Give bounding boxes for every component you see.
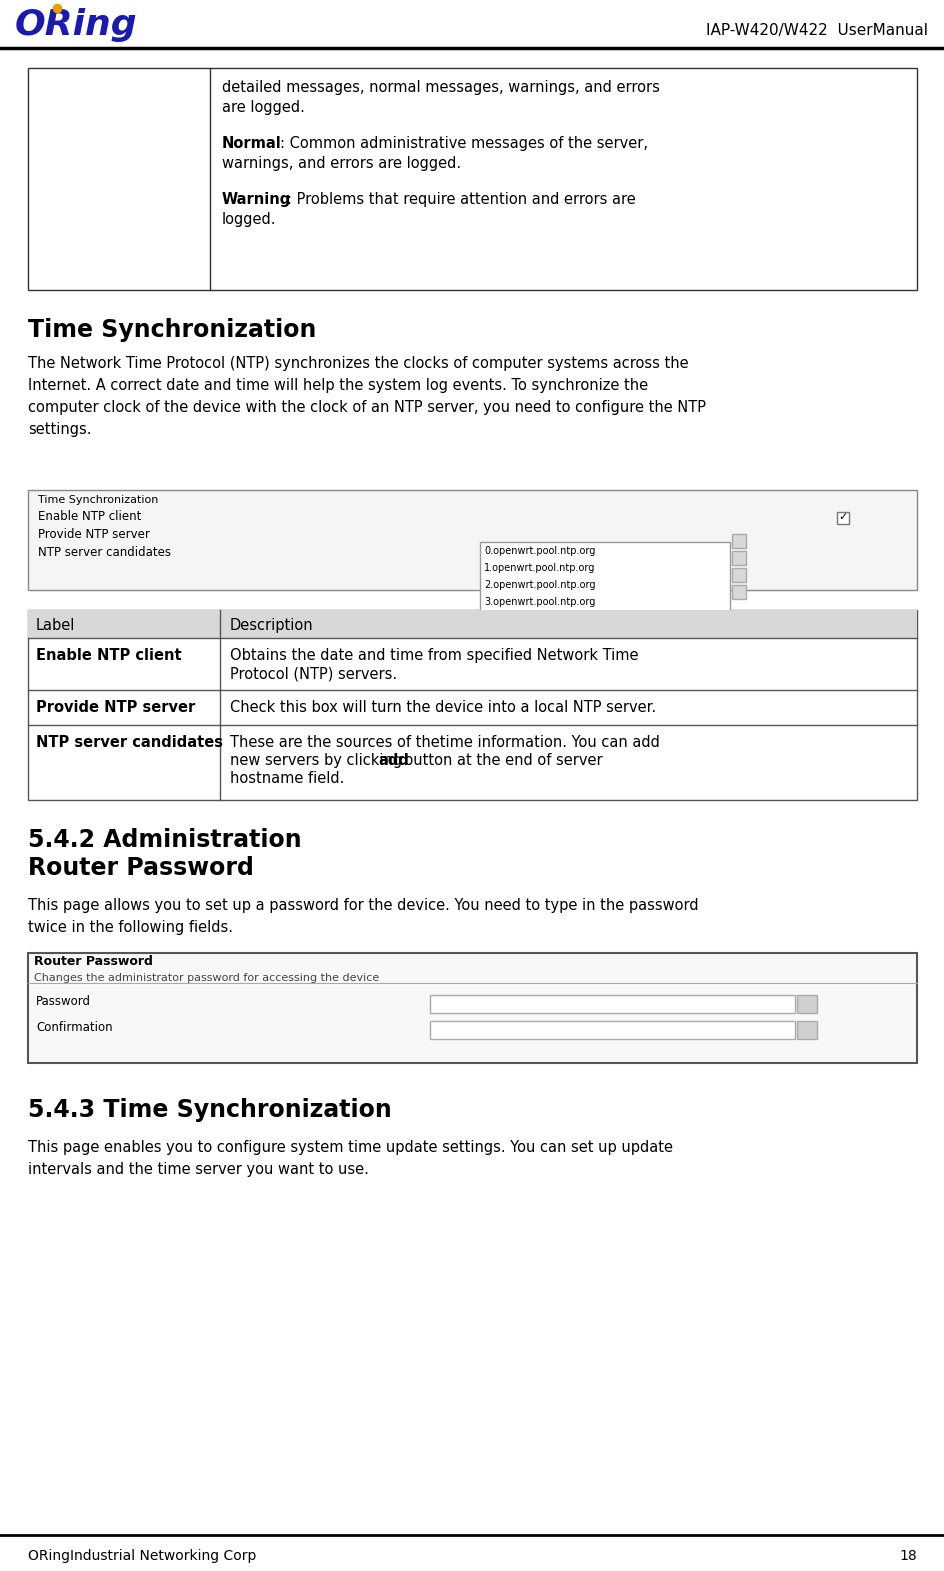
Bar xyxy=(796,1021,817,1038)
Text: 5.4.3 Time Synchronization: 5.4.3 Time Synchronization xyxy=(28,1098,392,1122)
Bar xyxy=(28,68,916,291)
Text: 18: 18 xyxy=(899,1549,916,1563)
Text: button at the end of server: button at the end of server xyxy=(404,753,602,768)
Text: : Problems that require attention and errors are: : Problems that require attention and er… xyxy=(287,192,635,207)
Text: IAP-W420/W422  UserManual: IAP-W420/W422 UserManual xyxy=(705,24,927,38)
Bar xyxy=(480,542,729,613)
Bar xyxy=(430,994,794,1013)
Text: 1.openwrt.pool.ntp.org: 1.openwrt.pool.ntp.org xyxy=(483,562,595,573)
Text: 5.4.2 Administration: 5.4.2 Administration xyxy=(28,828,301,851)
Text: logged.: logged. xyxy=(222,212,277,226)
Text: NTP server candidates: NTP server candidates xyxy=(38,547,171,559)
Text: Router Password: Router Password xyxy=(34,955,153,968)
Text: Enable NTP client: Enable NTP client xyxy=(38,511,142,523)
Text: The Network Time Protocol (NTP) synchronizes the clocks of computer systems acro: The Network Time Protocol (NTP) synchron… xyxy=(28,357,688,371)
Bar xyxy=(430,1021,794,1038)
Text: hostname field.: hostname field. xyxy=(229,771,344,786)
Text: computer clock of the device with the clock of an NTP server, you need to config: computer clock of the device with the cl… xyxy=(28,401,705,415)
Text: Description: Description xyxy=(229,617,313,633)
Text: This page enables you to configure system time update settings. You can set up u: This page enables you to configure syste… xyxy=(28,1141,672,1155)
Text: This page allows you to set up a password for the device. You need to type in th: This page allows you to set up a passwor… xyxy=(28,899,698,913)
Text: Protocol (NTP) servers.: Protocol (NTP) servers. xyxy=(229,666,396,680)
Bar xyxy=(28,610,916,638)
Text: NTP server candidates: NTP server candidates xyxy=(36,735,223,749)
Text: ORingIndustrial Networking Corp: ORingIndustrial Networking Corp xyxy=(28,1549,256,1563)
Text: ✓: ✓ xyxy=(837,512,847,522)
Bar xyxy=(28,610,916,800)
Text: Enable NTP client: Enable NTP client xyxy=(36,647,181,663)
Text: Label: Label xyxy=(36,617,76,633)
Text: ORing: ORing xyxy=(15,8,138,42)
Text: new servers by clicking: new servers by clicking xyxy=(229,753,406,768)
Text: 3.openwrt.pool.ntp.org: 3.openwrt.pool.ntp.org xyxy=(483,597,595,606)
Text: warnings, and errors are logged.: warnings, and errors are logged. xyxy=(222,156,461,171)
Bar xyxy=(732,534,745,548)
Text: : Common administrative messages of the server,: : Common administrative messages of the … xyxy=(279,137,648,151)
Text: Obtains the date and time from specified Network Time: Obtains the date and time from specified… xyxy=(229,647,638,663)
Text: Router Password: Router Password xyxy=(28,856,254,880)
Text: Provide NTP server: Provide NTP server xyxy=(38,528,150,540)
Text: Warning: Warning xyxy=(222,192,291,207)
Bar xyxy=(28,954,916,1064)
Text: Changes the administrator password for accessing the device: Changes the administrator password for a… xyxy=(34,972,379,983)
Text: intervals and the time server you want to use.: intervals and the time server you want t… xyxy=(28,1163,368,1177)
Text: settings.: settings. xyxy=(28,423,92,437)
Text: 0.openwrt.pool.ntp.org: 0.openwrt.pool.ntp.org xyxy=(483,547,595,556)
Text: add: add xyxy=(378,753,409,768)
Text: Normal: Normal xyxy=(222,137,281,151)
Text: Confirmation: Confirmation xyxy=(36,1021,112,1034)
Text: twice in the following fields.: twice in the following fields. xyxy=(28,921,233,935)
Bar xyxy=(836,512,848,525)
Text: Time Synchronization: Time Synchronization xyxy=(38,495,159,504)
Bar xyxy=(732,569,745,581)
Text: Internet. A correct date and time will help the system log events. To synchroniz: Internet. A correct date and time will h… xyxy=(28,379,648,393)
Bar xyxy=(28,490,916,591)
Text: are logged.: are logged. xyxy=(222,101,305,115)
Text: Time Synchronization: Time Synchronization xyxy=(28,317,316,342)
Text: 2.openwrt.pool.ntp.org: 2.openwrt.pool.ntp.org xyxy=(483,580,595,591)
Bar xyxy=(732,551,745,566)
Bar xyxy=(732,584,745,599)
Bar xyxy=(796,994,817,1013)
Text: Check this box will turn the device into a local NTP server.: Check this box will turn the device into… xyxy=(229,701,655,715)
Text: detailed messages, normal messages, warnings, and errors: detailed messages, normal messages, warn… xyxy=(222,80,659,94)
Text: These are the sources of thetime information. You can add: These are the sources of thetime informa… xyxy=(229,735,659,749)
Text: Provide NTP server: Provide NTP server xyxy=(36,701,195,715)
Text: Password: Password xyxy=(36,994,91,1009)
